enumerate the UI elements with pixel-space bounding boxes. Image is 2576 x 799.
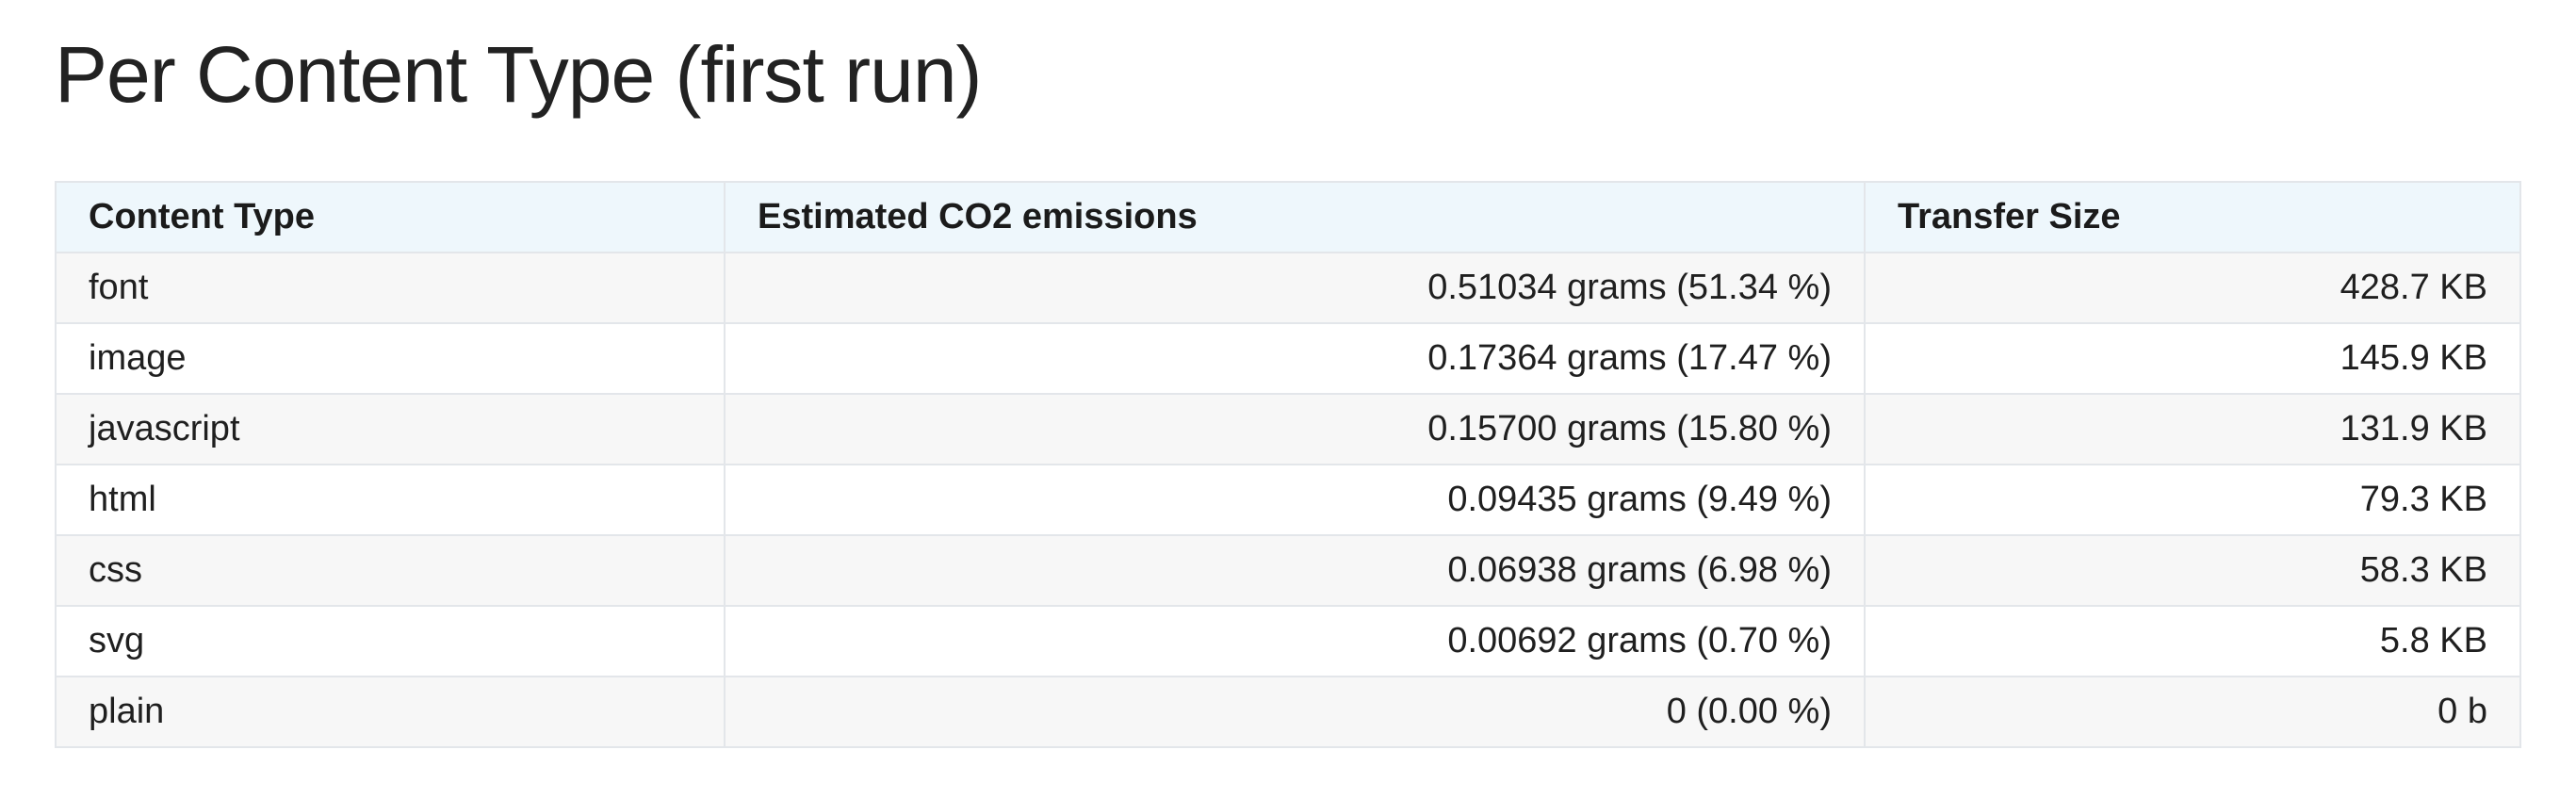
- co2-cell: 0.51034 grams (51.34 %): [724, 252, 1866, 324]
- table-row: image 0.17364 grams (17.47 %) 145.9 KB: [55, 322, 2521, 395]
- co2-cell: 0.09435 grams (9.49 %): [724, 464, 1866, 536]
- content-type-table: Content Type Estimated CO2 emissions Tra…: [55, 181, 2521, 748]
- column-header-content-type[interactable]: Content Type: [55, 181, 726, 253]
- transfer-size-cell: 79.3 KB: [1864, 464, 2521, 536]
- table-row: javascript 0.15700 grams (15.80 %) 131.9…: [55, 393, 2521, 465]
- page-title: Per Content Type (first run): [55, 30, 983, 119]
- content-type-cell: font: [55, 252, 726, 324]
- transfer-size-cell: 58.3 KB: [1864, 534, 2521, 607]
- content-type-cell: plain: [55, 676, 726, 748]
- co2-cell: 0.06938 grams (6.98 %): [724, 534, 1866, 607]
- content-type-cell: html: [55, 464, 726, 536]
- table-row: font 0.51034 grams (51.34 %) 428.7 KB: [55, 252, 2521, 324]
- co2-cell: 0.17364 grams (17.47 %): [724, 322, 1866, 395]
- table-row: html 0.09435 grams (9.49 %) 79.3 KB: [55, 464, 2521, 536]
- content-type-cell: css: [55, 534, 726, 607]
- column-header-transfer-size[interactable]: Transfer Size: [1864, 181, 2521, 253]
- column-header-co2-emissions[interactable]: Estimated CO2 emissions: [724, 181, 1866, 253]
- content-type-cell: svg: [55, 605, 726, 677]
- table-header: Content Type Estimated CO2 emissions Tra…: [55, 181, 2521, 253]
- content-type-cell: javascript: [55, 393, 726, 465]
- table-row: css 0.06938 grams (6.98 %) 58.3 KB: [55, 534, 2521, 607]
- content-type-table-container: Content Type Estimated CO2 emissions Tra…: [55, 181, 2521, 748]
- table-row: svg 0.00692 grams (0.70 %) 5.8 KB: [55, 605, 2521, 677]
- table-body: font 0.51034 grams (51.34 %) 428.7 KB im…: [55, 252, 2521, 748]
- co2-cell: 0 (0.00 %): [724, 676, 1866, 748]
- content-type-cell: image: [55, 322, 726, 395]
- transfer-size-cell: 5.8 KB: [1864, 605, 2521, 677]
- transfer-size-cell: 131.9 KB: [1864, 393, 2521, 465]
- transfer-size-cell: 145.9 KB: [1864, 322, 2521, 395]
- transfer-size-cell: 428.7 KB: [1864, 252, 2521, 324]
- table-header-row: Content Type Estimated CO2 emissions Tra…: [55, 181, 2521, 253]
- co2-cell: 0.00692 grams (0.70 %): [724, 605, 1866, 677]
- table-row: plain 0 (0.00 %) 0 b: [55, 676, 2521, 748]
- co2-cell: 0.15700 grams (15.80 %): [724, 393, 1866, 465]
- transfer-size-cell: 0 b: [1864, 676, 2521, 748]
